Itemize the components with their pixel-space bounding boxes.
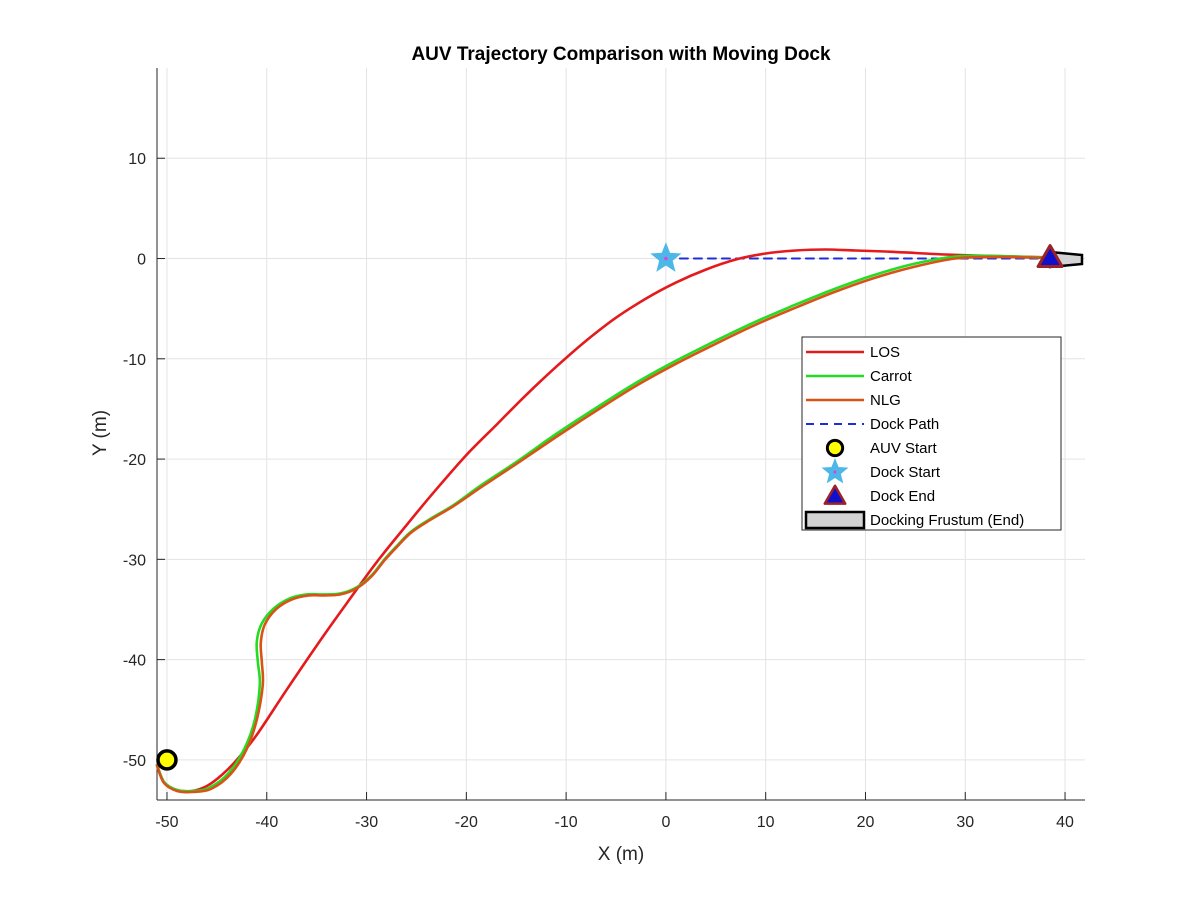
x-tick-label: 30 — [956, 814, 974, 831]
legend-label-dock-end: Dock End — [870, 488, 935, 505]
y-axis-label: Y (m) — [90, 410, 111, 456]
legend-label-dock-start: Dock Start — [870, 464, 941, 481]
legend-box — [801, 336, 1062, 531]
y-tick-label: -40 — [123, 653, 146, 670]
y-tick-label: 0 — [137, 252, 146, 269]
dock-end-marker — [1036, 244, 1064, 269]
grid — [157, 68, 1085, 800]
axes: -50 -40 -30 -20 -10 0 10 20 30 40 -50 -40 -30 -20 -10 0… — [123, 68, 1085, 831]
y-tick-label: 10 — [128, 151, 146, 168]
markers-layer — [156, 242, 1084, 771]
legend-label-nlg: NLG — [870, 392, 901, 409]
x-tick-label: -10 — [555, 814, 578, 831]
chart-title: AUV Trajectory Comparison with Moving Do… — [411, 44, 831, 65]
legend-label-carrot: Carrot — [870, 368, 913, 385]
y-tick-label: -30 — [123, 552, 146, 569]
legend-label-auv-start: AUV Start — [870, 440, 938, 457]
x-tick-label: -40 — [255, 814, 278, 831]
dock-start-center — [664, 256, 668, 261]
plot-area: -50 -40 -30 -20 -10 0 10 20 30 40 -50 -40 -30 -20 -10 0… — [123, 68, 1085, 831]
x-tick-label: 10 — [757, 814, 775, 831]
legend-label-docking-frustum-end: Docking Frustum (End) — [870, 512, 1024, 529]
series-line-los — [155, 248, 1052, 793]
legend-swatch-docking-frustum-end — [804, 510, 866, 530]
x-tick-label: 0 — [661, 814, 670, 831]
legend: LOS Carrot NLG Dock Path AUV Start Dock Start… — [801, 336, 1062, 531]
x-axis-label: X (m) — [598, 844, 644, 865]
y-tick-label: -50 — [123, 753, 146, 770]
x-tick-label: 40 — [1056, 814, 1074, 831]
y-tick-label: -10 — [123, 352, 146, 369]
legend-dock-end-marker — [823, 484, 847, 505]
x-tick-label: -20 — [455, 814, 478, 831]
legend-auv-start-marker — [825, 438, 845, 458]
legend-label-dock-path: Dock Path — [870, 416, 939, 433]
series-line-nlg — [155, 255, 1052, 794]
y-tick-label: -20 — [123, 452, 146, 469]
legend-label-los: LOS — [870, 344, 900, 361]
auv-start-marker — [156, 749, 178, 771]
x-tick-label: -30 — [355, 814, 378, 831]
series-layer — [155, 248, 1052, 794]
x-tick-label: -50 — [155, 814, 178, 831]
legend-dock-start-center — [833, 470, 837, 474]
x-tick-label: 20 — [857, 814, 875, 831]
